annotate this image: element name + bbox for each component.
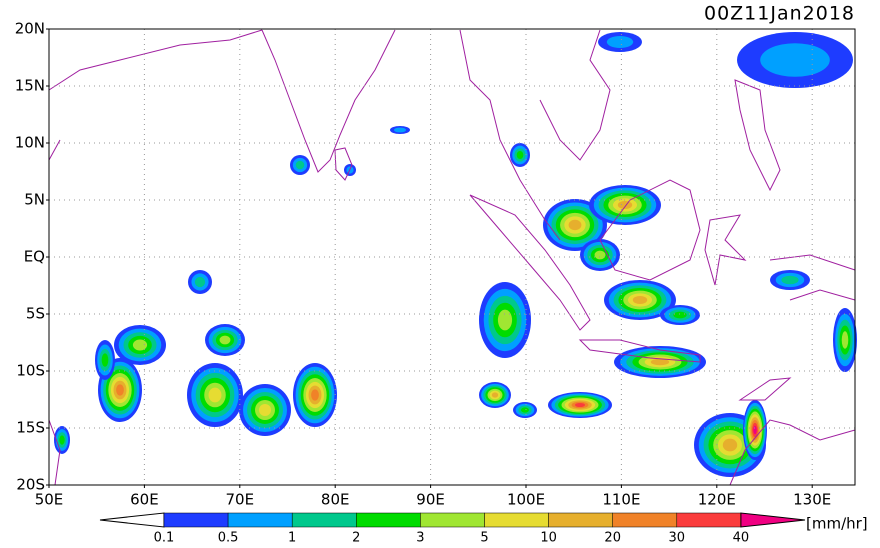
lon-label: 60E [130,491,159,509]
colorbar-label: 30 [669,531,686,545]
lat-label: 15N [15,77,45,95]
coast-africa [48,139,61,486]
lon-label: 70E [226,491,255,509]
rain-cell [219,335,231,345]
lat-label: 5S [26,305,45,323]
precipitation [54,32,857,477]
rain-cell [208,387,222,403]
lat-label: 20N [15,20,45,38]
rain-cell [497,309,513,331]
colorbar-box [548,512,613,528]
colorbar-box [227,512,293,528]
lat-label: 20S [16,476,45,494]
rain-cell [632,296,648,304]
lon-label: 100E [507,491,545,509]
colorbar-label: 0.5 [218,531,239,545]
rain-cell [259,404,271,416]
colorbar-label: 1 [288,531,296,545]
lon-label: 120E [698,491,736,509]
rain-cell [394,127,406,133]
rain-cell [606,36,634,48]
rain-cell [101,353,109,367]
colorbar-box [291,512,357,528]
lon-label: 130E [793,491,831,509]
rain-cell [311,389,319,401]
rain-cell [781,275,799,285]
lat-label: 15S [16,419,45,437]
rain-cell [568,219,582,231]
colorbar-box [484,512,549,528]
colorbar-unit: [mm/hr] [806,515,868,533]
rain-cell [673,311,687,319]
colorbar-label: 5 [480,531,488,545]
lat-label: EQ [24,248,45,266]
rain-cell [59,435,65,445]
lon-label: 50E [35,491,64,509]
colorbar-label: 2 [352,531,360,545]
colorbar-box [356,512,421,528]
colorbar-box [676,512,742,528]
colorbar-label: 10 [540,531,557,545]
colorbar-high-triangle [740,512,806,528]
lat-label: 5N [24,191,45,209]
rain-cell [650,358,670,366]
rain-cell [521,407,529,413]
colorbar-label: 40 [733,531,750,545]
coast-philippines [734,79,781,192]
coast-srilanka [334,147,353,181]
colorbar-label: 3 [416,531,424,545]
rain-cell [617,201,633,209]
lon-label: 90E [416,491,445,509]
lat-label: 10N [15,134,45,152]
map-title: 00Z11Jan2018 [704,3,855,25]
colorbar-box [612,512,678,528]
rain-cell [760,43,830,77]
coast-australia [729,419,856,486]
colorbar-box [420,512,485,528]
coast-java [578,339,701,363]
map-frame [48,28,856,486]
coastlines [48,29,856,486]
colorbar-label: 20 [604,531,621,545]
colorbar: 0.1 0.5 1 2 3 5 10 20 30 40 [99,512,806,546]
coast-sulawesi [704,214,747,286]
lon-label: 80E [321,491,350,509]
rain-cell [491,392,499,398]
rain-cell [722,438,738,452]
coast-sumatra [469,194,591,331]
rain-cell [574,402,586,408]
rain-cell [516,151,524,159]
lon-label: 110E [602,491,640,509]
colorbar-label: 0.1 [154,531,175,545]
rain-cell [194,276,206,288]
colorbar-box [163,512,229,528]
rain-cell [753,425,757,435]
coast-newguinea [769,254,856,301]
rain-cell [132,339,148,351]
coast-timor [738,377,792,401]
rain-cell [841,331,849,349]
rain-cell [116,384,124,396]
rain-cell [594,250,606,260]
coast-indochina [459,29,611,241]
lat-label: 10S [16,362,45,380]
rain-cell [295,160,305,170]
coast-india [48,29,396,173]
coast-borneo [599,179,701,281]
